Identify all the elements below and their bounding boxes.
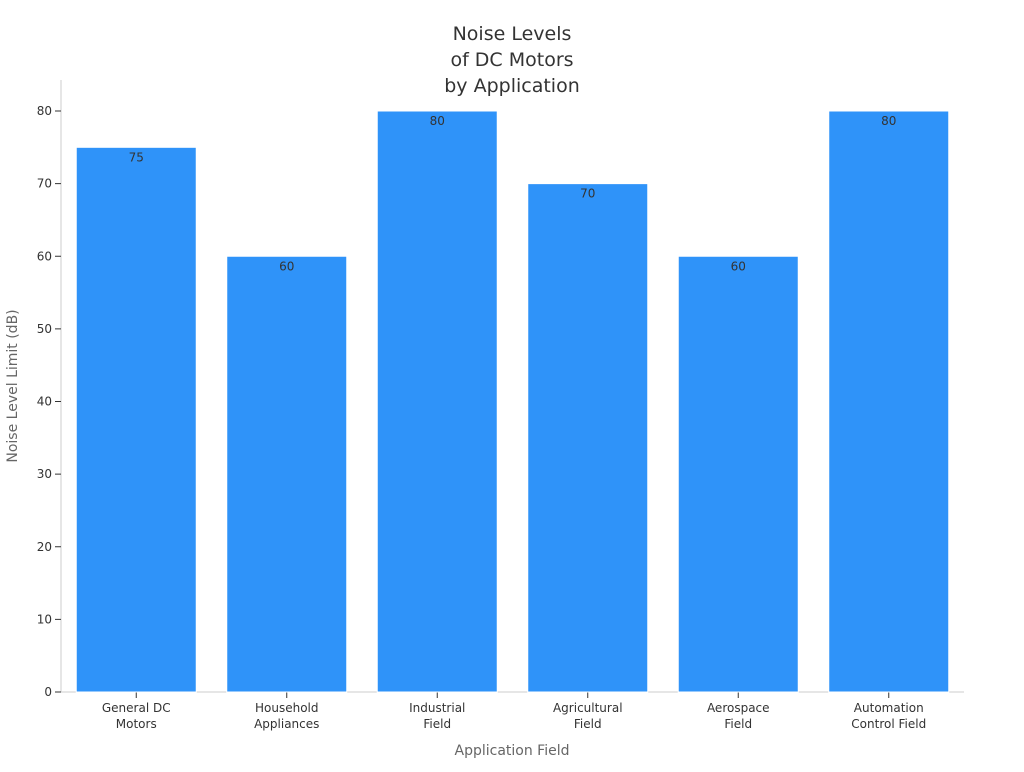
x-tick-label: Field: [423, 717, 451, 731]
bar: [75, 146, 197, 693]
bar: [527, 183, 649, 693]
y-axis: 0 10 20 30 40 50 60 70 80: [37, 80, 62, 699]
bar-value-label: 75: [129, 150, 144, 164]
x-tick-label: Field: [574, 717, 602, 731]
bar-value-label: 60: [279, 259, 294, 273]
bar: [677, 255, 799, 693]
y-tick-label: 60: [37, 249, 52, 263]
x-tick-label: General DC: [102, 701, 171, 715]
x-tick-label: Industrial: [409, 701, 465, 715]
chart-title: Noise Levels of DC Motors by Application: [444, 23, 580, 97]
y-tick-label: 40: [37, 395, 52, 409]
chart-title-line: by Application: [444, 75, 580, 97]
bar-value-label: 60: [731, 259, 746, 273]
y-tick-label: 10: [37, 612, 52, 626]
x-tick-label: Aerospace: [707, 701, 770, 715]
y-tick-label: 80: [37, 104, 52, 118]
bar: [226, 255, 348, 693]
x-tick-label: Automation: [854, 701, 924, 715]
x-tick-label: Agricultural: [553, 701, 623, 715]
bar-value-label: 80: [881, 114, 896, 128]
bar-value-label: 80: [430, 114, 445, 128]
bar-value-label: 70: [580, 187, 595, 201]
y-tick-label: 30: [37, 467, 52, 481]
bar: [376, 110, 498, 693]
y-axis-title: Noise Level Limit (dB): [5, 309, 21, 462]
y-tick-label: 70: [37, 177, 52, 191]
bar: [828, 110, 950, 693]
data-labels: 75 60 80 70 60 80: [129, 114, 897, 273]
y-tick-label: 0: [44, 685, 52, 699]
y-tick-label: 20: [37, 540, 52, 554]
y-tick-label: 50: [37, 322, 52, 336]
x-tick-label: Control Field: [851, 717, 926, 731]
x-tick-label: Field: [724, 717, 752, 731]
chart-title-line: of DC Motors: [450, 49, 573, 71]
x-axis: General DC Motors Household Appliances Indus…: [61, 691, 964, 731]
bars: [75, 110, 950, 693]
x-tick-label: Household: [255, 701, 319, 715]
x-tick-label: Motors: [116, 717, 157, 731]
x-axis-title: Application Field: [455, 743, 570, 759]
x-tick-label: Appliances: [254, 717, 319, 731]
chart-title-line: Noise Levels: [453, 23, 572, 45]
